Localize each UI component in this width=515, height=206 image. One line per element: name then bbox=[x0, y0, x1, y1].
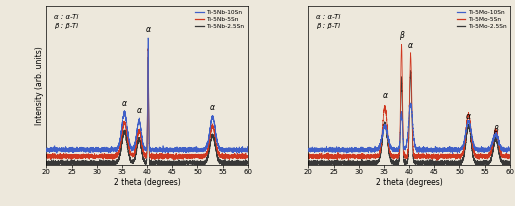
Text: α : α-Ti
β : β-Ti: α : α-Ti β : β-Ti bbox=[316, 14, 341, 29]
X-axis label: 2 theta (degrees): 2 theta (degrees) bbox=[114, 178, 180, 187]
Text: β: β bbox=[399, 30, 404, 40]
Text: α : α-Ti
β : β-Ti: α : α-Ti β : β-Ti bbox=[55, 14, 79, 29]
Text: α: α bbox=[122, 98, 127, 108]
Y-axis label: Intensity (arb. units): Intensity (arb. units) bbox=[35, 46, 44, 125]
X-axis label: 2 theta (degrees): 2 theta (degrees) bbox=[376, 178, 442, 187]
Legend: Ti-5Nb-10Sn, Ti-5Nb-5Sn, Ti-5Nb-2.5Sn: Ti-5Nb-10Sn, Ti-5Nb-5Sn, Ti-5Nb-2.5Sn bbox=[195, 9, 245, 30]
Text: α: α bbox=[466, 112, 471, 121]
Text: α: α bbox=[408, 41, 413, 50]
Text: β: β bbox=[493, 125, 498, 134]
Text: α: α bbox=[136, 106, 142, 115]
Text: α: α bbox=[210, 103, 215, 112]
Text: α: α bbox=[383, 91, 387, 100]
Text: α: α bbox=[146, 25, 150, 34]
Legend: Ti-5Mo-10Sn, Ti-5Mo-5Sn, Ti-5Mo-2.5Sn: Ti-5Mo-10Sn, Ti-5Mo-5Sn, Ti-5Mo-2.5Sn bbox=[456, 9, 507, 30]
